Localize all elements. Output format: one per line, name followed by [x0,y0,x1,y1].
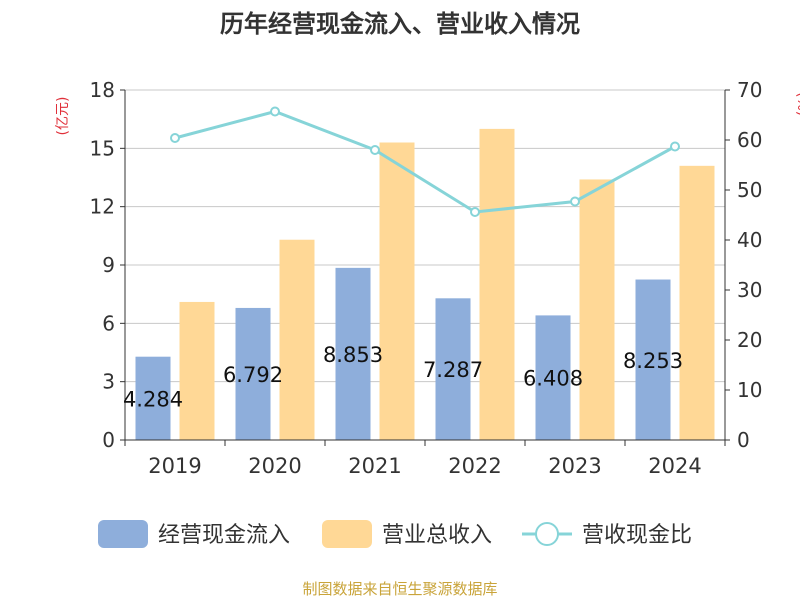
left-axis-tick-label: 0 [102,428,115,452]
bar-cash-inflow [435,298,471,440]
ratio-point [470,207,480,217]
bar-cash-inflow [235,307,271,440]
left-axis-tick-label: 18 [90,78,115,102]
ratio-line-path [174,109,676,214]
x-axis-tick-label: 2024 [648,454,701,478]
bar-revenue [179,301,215,440]
right-axis-tick-label: 60 [737,128,762,152]
left-axis-tick-label: 6 [102,311,115,335]
legend-swatch-cash-inflow [98,520,148,548]
bar-revenue [579,179,615,440]
bar-revenue [279,239,315,440]
ratio-point [270,106,280,117]
right-axis-tick-label: 30 [737,278,762,302]
grid-lines [125,89,725,383]
right-axis-tick-label: 20 [737,328,762,352]
ratio-point [370,145,380,155]
source-note: 制图数据来自恒生聚源数据库 [302,580,497,598]
legend-swatch-ratio-marker [535,522,559,546]
data-label: 6.792 [223,363,283,387]
left-axis-unit: (亿元) [55,97,71,136]
legend-swatch-revenue [322,520,372,548]
data-label: 6.408 [523,367,583,391]
axes: 0 3 6 9 12 15 18 0 10 20 30 40 50 60 70 2019 2020 2021 202… [90,78,763,478]
bar-cash-inflow [635,279,671,440]
data-label: 7.287 [423,358,483,382]
left-axis-tick-label: 3 [102,370,115,394]
right-axis-unit: (%) [794,92,800,116]
left-axis-tick-label: 12 [90,195,115,219]
right-axis-tick-label: 70 [737,78,762,102]
left-axis-tick-label: 15 [90,136,115,160]
x-axis-tick-label: 2023 [548,454,601,478]
data-label: 8.853 [323,343,383,367]
legend: 经营现金流入 营业总收入 营收现金比 [98,520,692,548]
legend-label-cash-inflow: 经营现金流入 [158,523,290,548]
right-axis-tick-label: 0 [737,428,750,452]
x-axis-tick-label: 2020 [248,454,301,478]
ratio-line [170,106,680,217]
bar-cash-inflow [335,267,371,440]
right-axis-tick-label: 10 [737,378,762,402]
bar-revenue [479,128,515,440]
data-labels: 4.284 6.792 8.853 7.287 6.408 8.253 [123,343,683,411]
ratio-point [670,141,680,152]
bar-revenue [679,165,715,441]
left-axis-tick-label: 9 [102,253,115,277]
bar-cash-inflow [135,356,171,440]
bar-revenue [379,142,415,440]
legend-label-ratio: 营收现金比 [582,523,692,548]
ratio-point [170,133,180,143]
x-axis-tick-label: 2019 [148,454,201,478]
x-axis-tick-label: 2022 [448,454,501,478]
bars [135,128,715,441]
legend-label-revenue: 营业总收入 [382,523,492,548]
x-axis-tick-label: 2021 [348,454,401,478]
bar-cash-inflow [535,315,571,440]
data-label: 8.253 [623,349,683,373]
chart-title: 历年经营现金流入、营业收入情况 [220,10,580,38]
ratio-point [570,196,580,207]
right-axis-tick-label: 40 [737,228,762,252]
data-label: 4.284 [123,387,183,411]
right-axis-tick-label: 50 [737,178,762,202]
